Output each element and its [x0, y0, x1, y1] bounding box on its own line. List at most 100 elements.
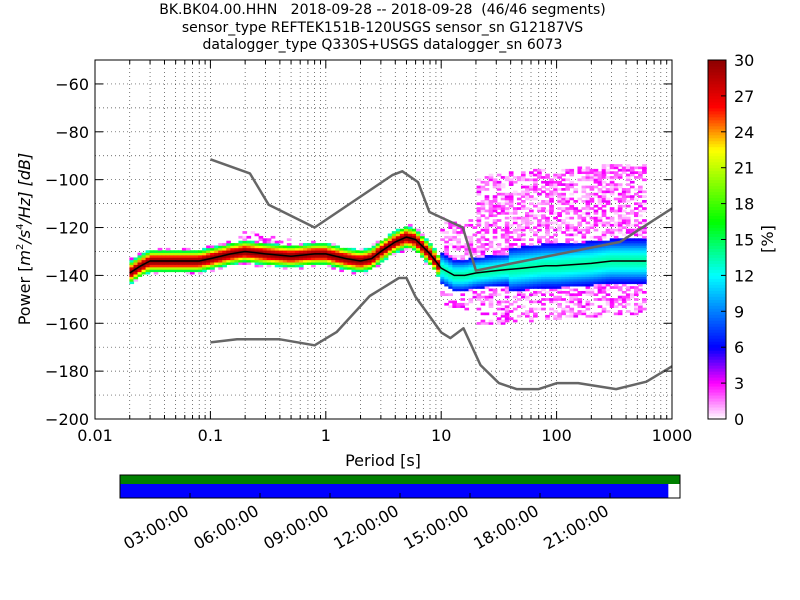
- heatmap-cell: [561, 168, 566, 172]
- heatmap-cell: [254, 233, 260, 237]
- heatmap-cell: [633, 188, 639, 191]
- heatmap-cell: [569, 223, 575, 227]
- heatmap-cell: [537, 267, 542, 270]
- heatmap-cell: [129, 278, 135, 282]
- heatmap-cell: [638, 190, 643, 194]
- heatmap-cell: [549, 262, 554, 265]
- heatmap-cell: [468, 240, 474, 244]
- heatmap-cell: [549, 180, 554, 184]
- colorbar-segment: [708, 401, 726, 405]
- colorbar-segment: [708, 179, 726, 184]
- heatmap-cell: [476, 307, 482, 311]
- heatmap-cell: [617, 221, 623, 225]
- heatmap-cell: [476, 298, 482, 301]
- heatmap-cell: [573, 243, 579, 246]
- heatmap-cell: [629, 312, 635, 316]
- heatmap-cell: [529, 255, 534, 258]
- heatmap-cell: [569, 216, 575, 220]
- heatmap-cell: [323, 245, 328, 249]
- heatmap-cell: [549, 243, 554, 246]
- heatmap-cell: [565, 269, 571, 273]
- heatmap-cell: [432, 250, 437, 253]
- colorbar-segment: [708, 98, 726, 103]
- heatmap-cell: [508, 267, 514, 270]
- heatmap-cell: [367, 259, 373, 263]
- heatmap-cell: [460, 278, 466, 282]
- heatmap-cell: [141, 269, 147, 273]
- heatmap-cell: [601, 223, 607, 227]
- heatmap-cell: [500, 314, 506, 318]
- heatmap-cell: [234, 247, 240, 251]
- heatmap-cell: [625, 190, 631, 194]
- heatmap-cell: [371, 252, 377, 256]
- heatmap-cell: [444, 281, 449, 285]
- heatmap-cell: [569, 233, 575, 237]
- colorbar-segment: [708, 107, 726, 112]
- heatmap-cell: [516, 269, 522, 273]
- heatmap-cell: [553, 278, 558, 282]
- heatmap-cell: [403, 240, 409, 244]
- heatmap-cell: [214, 259, 219, 263]
- heatmap-cell: [391, 235, 397, 239]
- heatmap-cell: [537, 221, 542, 225]
- heatmap-cell: [597, 243, 603, 246]
- heatmap-cell: [173, 255, 179, 258]
- heatmap-cell: [496, 278, 502, 282]
- heatmap-cell: [464, 262, 470, 265]
- heatmap-cell: [484, 281, 490, 285]
- heatmap-cell: [589, 259, 595, 263]
- heatmap-cell: [601, 185, 607, 189]
- heatmap-cell: [537, 307, 542, 311]
- heatmap-cell: [472, 276, 478, 280]
- heatmap-cell: [609, 252, 615, 256]
- heatmap-cell: [633, 238, 639, 241]
- heatmap-cell: [557, 255, 562, 258]
- heatmap-cell: [553, 185, 558, 189]
- heatmap-cell: [577, 283, 583, 287]
- heatmap-cell: [343, 252, 349, 256]
- heatmap-cell: [512, 264, 518, 268]
- heatmap-cell: [565, 243, 571, 246]
- heatmap-cell: [448, 223, 453, 227]
- heatmap-cell: [545, 271, 550, 275]
- heatmap-cell: [165, 255, 171, 258]
- heatmap-cell: [520, 202, 526, 206]
- heatmap-cell: [533, 259, 538, 263]
- heatmap-cell: [581, 243, 587, 246]
- heatmap-cell: [194, 267, 199, 270]
- heatmap-cell: [516, 293, 522, 297]
- heatmap-cell: [557, 276, 562, 280]
- heatmap-cell: [529, 269, 534, 273]
- heatmap-cell: [613, 298, 619, 301]
- heatmap-cell: [440, 290, 445, 294]
- heatmap-cell: [529, 317, 534, 320]
- heatmap-cell: [520, 257, 526, 261]
- heatmap-cell: [601, 267, 607, 270]
- heatmap-cell: [476, 281, 482, 285]
- heatmap-cell: [621, 274, 627, 277]
- heatmap-cell: [274, 252, 280, 256]
- heatmap-cell: [565, 259, 571, 263]
- heatmap-cell: [363, 257, 369, 261]
- heatmap-cell: [294, 264, 300, 268]
- heatmap-cell: [585, 283, 591, 287]
- heatmap-cell: [206, 255, 211, 258]
- heatmap-cell: [549, 298, 554, 301]
- heatmap-cell: [488, 264, 494, 268]
- heatmap-cell: [411, 235, 417, 239]
- noise-model-curves: [129, 158, 672, 391]
- heatmap-cell: [181, 255, 187, 258]
- heatmap-cell: [573, 233, 579, 237]
- heatmap-cell: [593, 250, 599, 253]
- high-noise-model-line: [209, 158, 672, 272]
- colorbar-segment: [708, 404, 726, 408]
- heatmap-cell: [206, 262, 211, 265]
- heatmap-cell: [492, 178, 498, 182]
- heatmap-cell: [537, 283, 542, 287]
- heatmap-cell: [605, 221, 611, 225]
- heatmap-cell: [282, 259, 288, 263]
- heatmap-cell: [613, 257, 619, 261]
- heatmap-cell: [157, 264, 163, 268]
- heatmap-cell: [525, 252, 530, 256]
